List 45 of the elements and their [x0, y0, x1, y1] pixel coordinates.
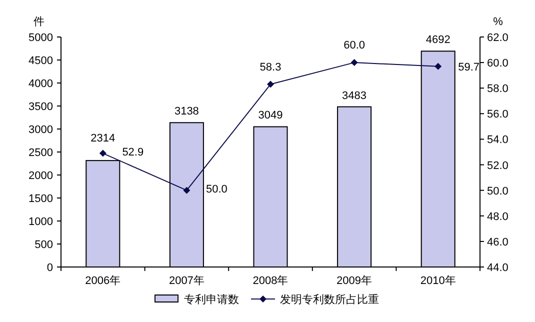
x-tick-label: 2008年 [252, 275, 288, 287]
y2-axis-title: % [493, 16, 504, 28]
y-tick-label: 3500 [28, 101, 53, 113]
y2-tick-label: 48.0 [487, 210, 508, 223]
y-tick-label: 4000 [28, 78, 53, 90]
x-tick-label: 2009年 [336, 275, 372, 287]
y-tick-label: 1000 [28, 216, 53, 228]
point [99, 150, 106, 157]
data-label: 3138 [174, 106, 199, 118]
data-label: 3483 [342, 90, 367, 102]
point [183, 186, 190, 194]
legend-label: 专利申请数 [184, 293, 239, 306]
y2-tick-label: 58.0 [487, 83, 508, 96]
data-label: 2314 [90, 132, 116, 144]
y-tick-label: 0 [46, 262, 53, 274]
data-label: 4692 [426, 34, 450, 46]
y-tick-label: 4500 [28, 55, 53, 67]
data-label: 52.9 [122, 146, 144, 158]
y2-tick-label: 52.0 [487, 160, 508, 172]
y2-tick-label: 56.0 [487, 108, 508, 121]
y2-tick-label: 44.0 [487, 262, 508, 274]
y2-tick-label: 62.0 [487, 32, 508, 44]
data-label: 60.0 [344, 40, 366, 52]
y-tick-label: 500 [34, 239, 53, 251]
x-tick-label: 2007年 [168, 275, 204, 287]
y-tick-label: 2500 [28, 147, 53, 159]
data-label: 3049 [258, 110, 283, 122]
legend-label: 发明专利数所占比重 [280, 293, 379, 306]
y-tick-label: 3000 [28, 124, 53, 136]
point [434, 62, 442, 70]
data-label: 58.3 [260, 61, 282, 74]
data-label: 59.7 [458, 61, 480, 74]
y-tick-label: 5000 [28, 32, 53, 44]
point [350, 59, 358, 66]
y2-tick-label: 50.0 [487, 185, 508, 198]
point [267, 80, 274, 88]
y-tick-label: 2000 [28, 170, 53, 182]
y2-tick-label: 54.0 [487, 134, 508, 146]
x-tick-label: 2006年 [85, 275, 121, 287]
x-tick-label: 2010年 [420, 275, 456, 287]
y-tick-label: 1500 [28, 193, 53, 205]
y2-tick-label: 46.0 [487, 236, 508, 248]
y2-tick-label: 60.0 [487, 58, 508, 70]
data-label: 50.0 [206, 183, 228, 196]
y-axis-title: 件 [34, 16, 44, 28]
